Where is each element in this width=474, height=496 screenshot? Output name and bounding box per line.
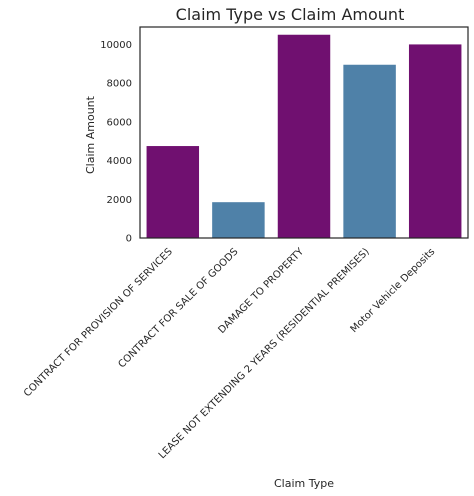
chart-title: Claim Type vs Claim Amount — [176, 5, 405, 24]
x-tick-label-1: CONTRACT FOR SALE OF GOODS — [116, 246, 240, 370]
x-tick-label-0: CONTRACT FOR PROVISION OF SERVICES — [22, 246, 175, 399]
plot-area: 0 2000 4000 6000 8000 10000 CONTRACT FOR PROVI… — [22, 26, 469, 461]
bar-2 — [277, 34, 331, 238]
y-tick-label-3: 6000 — [107, 117, 132, 128]
bar-4 — [408, 44, 462, 238]
x-tick-label-3: LEASE NOT EXTENDING 2 YEARS (RESIDENTIAL… — [157, 246, 372, 461]
x-axis-label: Claim Type — [274, 477, 334, 490]
y-axis-label: Claim Amount — [84, 95, 97, 174]
plot-frame — [139, 26, 469, 239]
y-tick-label-5: 10000 — [100, 40, 132, 51]
bar-1 — [212, 202, 265, 238]
y-tick-label-0: 0 — [126, 234, 132, 245]
y-tick-label-2: 4000 — [107, 156, 132, 167]
bar-3 — [343, 64, 396, 238]
bar-0 — [146, 146, 200, 238]
y-tick-label-1: 2000 — [107, 195, 132, 206]
y-tick-label-4: 8000 — [107, 79, 132, 90]
